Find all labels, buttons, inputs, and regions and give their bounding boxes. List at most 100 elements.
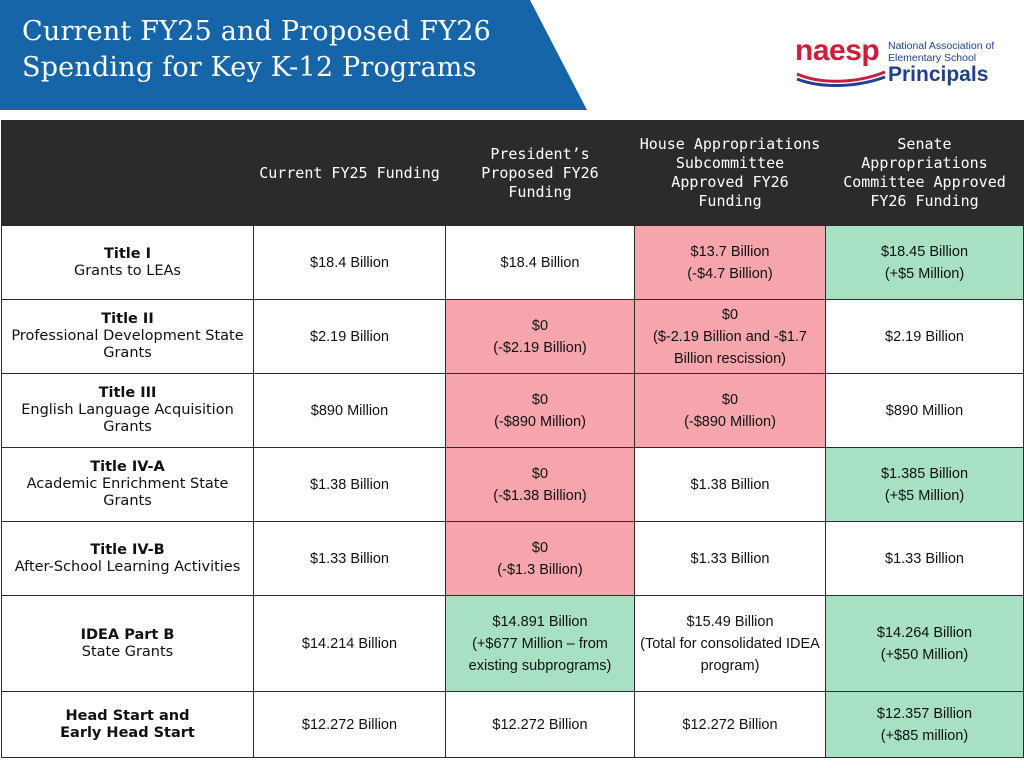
senate-cell: $18.45 Billion (+$5 Million) <box>825 225 1024 300</box>
program-subtitle: Early Head Start <box>60 724 195 741</box>
logo-org-line-2: Elementary School <box>888 52 977 64</box>
table-header-row: Current FY25 Funding President’s Propose… <box>1 120 1024 226</box>
program-cell: Title IV-B After-School Learning Activit… <box>1 521 254 596</box>
president-value: $14.891 Billion <box>492 613 588 630</box>
house-change: (-$4.7 Billion) <box>687 265 773 282</box>
fy25-value: $890 Million <box>310 402 389 419</box>
house-cell: $0 (-$890 Million) <box>634 373 826 448</box>
senate-cell: $2.19 Billion <box>825 299 1024 374</box>
president-value: $0 <box>531 317 549 334</box>
logo-org-line-1: National Association of <box>888 40 995 52</box>
president-change: (-$890 Million) <box>494 413 586 430</box>
house-value: $12.272 Billion <box>682 716 778 733</box>
program-cell: Title I Grants to LEAs <box>1 225 254 300</box>
president-value: $0 <box>531 539 549 556</box>
fy25-value: $1.33 Billion <box>310 550 389 567</box>
program-subtitle: Professional Development State Grants <box>11 328 244 361</box>
funding-table: Current FY25 Funding President’s Propose… <box>1 120 1024 758</box>
fy25-value: $1.38 Billion <box>310 476 389 493</box>
house-cell: $0 ($-2.19 Billion and -$1.7 Billion res… <box>634 299 826 374</box>
president-change: (-$1.3 Billion) <box>497 561 583 578</box>
program-name: Title II <box>101 311 154 327</box>
table-row: Title IV-A Academic Enrichment State Gra… <box>1 447 1024 522</box>
senate-value: $1.385 Billion <box>880 465 969 482</box>
senate-value: $890 Million <box>885 402 964 419</box>
fy25-cell: $14.214 Billion <box>253 595 446 692</box>
senate-value: $14.264 Billion <box>876 624 973 641</box>
senate-cell: $14.264 Billion (+$50 Million) <box>825 595 1024 692</box>
senate-cell: $1.33 Billion <box>825 521 1024 596</box>
program-cell: Head Start and Early Head Start <box>1 691 254 758</box>
house-change: ($-2.19 Billion and -$1.7 Billion rescis… <box>653 328 807 367</box>
page-title: Current FY25 and Proposed FY26 Spending … <box>22 14 562 86</box>
house-change: (Total for consolidated IDEA program) <box>640 635 820 674</box>
president-change: (-$1.38 Billion) <box>493 487 587 504</box>
president-cell: $0 (-$1.38 Billion) <box>445 447 635 522</box>
president-value: $0 <box>531 465 549 482</box>
president-cell: $0 (-$2.19 Billion) <box>445 299 635 374</box>
header-program <box>1 120 254 226</box>
house-cell: $1.38 Billion <box>634 447 826 522</box>
president-cell: $18.4 Billion <box>445 225 635 300</box>
header-house: House Appropriations Subcommittee Approv… <box>634 120 826 226</box>
title-line-1: Current FY25 and Proposed FY26 <box>22 16 491 47</box>
senate-cell: $890 Million <box>825 373 1024 448</box>
fy25-value: $2.19 Billion <box>310 328 389 345</box>
house-value: $15.49 Billion <box>686 613 774 630</box>
house-value: $0 <box>721 306 739 323</box>
fy25-cell: $890 Million <box>253 373 446 448</box>
program-name: Title IV-B <box>90 541 165 558</box>
program-subtitle: Grants to LEAs <box>73 262 181 279</box>
table-row: Title III English Language Acquisition G… <box>1 373 1024 448</box>
fy25-value: $14.214 Billion <box>301 635 398 652</box>
header-fy25: Current FY25 Funding <box>253 120 446 226</box>
header-senate: Senate Appropriations Committee Approved… <box>825 120 1024 226</box>
senate-change: (+$50 Million) <box>880 646 969 663</box>
president-cell: $0 (-$1.3 Billion) <box>445 521 635 596</box>
fy25-cell: $2.19 Billion <box>253 299 446 374</box>
house-cell: $15.49 Billion (Total for consolidated I… <box>634 595 826 692</box>
house-value: $1.38 Billion <box>690 476 770 493</box>
fy25-value: $18.4 Billion <box>310 254 389 271</box>
logo-swoosh-icon <box>796 70 886 87</box>
program-subtitle: English Language Acquisition Grants <box>21 402 234 435</box>
fy25-cell: $12.272 Billion <box>253 691 446 758</box>
house-cell: $13.7 Billion (-$4.7 Billion) <box>634 225 826 300</box>
program-name: Title IV-A <box>90 459 165 475</box>
table-row: IDEA Part B State Grants $14.214 Billion… <box>1 595 1024 692</box>
table-row: Title I Grants to LEAs $18.4 Billion $18… <box>1 225 1024 300</box>
house-cell: $1.33 Billion <box>634 521 826 596</box>
president-change: (-$2.19 Billion) <box>493 339 587 356</box>
senate-value: $18.45 Billion <box>880 243 969 260</box>
senate-value: $2.19 Billion <box>885 328 964 345</box>
program-subtitle: Academic Enrichment State Grants <box>26 476 229 509</box>
house-value: $13.7 Billion <box>690 243 770 260</box>
president-cell: $12.272 Billion <box>445 691 635 758</box>
senate-change: (+$5 Million) <box>884 487 965 504</box>
program-cell: Title III English Language Acquisition G… <box>1 373 254 448</box>
president-change: (+$677 Million – from existing subprogra… <box>468 635 612 674</box>
logo-org-line-3: Principals <box>888 63 989 86</box>
senate-value: $1.33 Billion <box>885 550 964 567</box>
logo-wordmark: naesp <box>795 34 880 67</box>
fy25-cell: $18.4 Billion <box>253 225 446 300</box>
president-value: $12.272 Billion <box>492 716 588 733</box>
program-name: Title I <box>103 245 152 262</box>
senate-cell: $1.385 Billion (+$5 Million) <box>825 447 1024 522</box>
program-subtitle: State Grants <box>81 643 174 660</box>
header-president: President’s Proposed FY26 Funding <box>445 120 635 226</box>
title-banner: Current FY25 and Proposed FY26 Spending … <box>0 0 587 110</box>
program-cell: Title IV-A Academic Enrichment State Gra… <box>1 447 254 522</box>
president-cell: $14.891 Billion (+$677 Million – from ex… <box>445 595 635 692</box>
fy25-cell: $1.38 Billion <box>253 447 446 522</box>
program-cell: Title II Professional Development State … <box>1 299 254 374</box>
house-change: (-$890 Million) <box>684 413 776 430</box>
program-subtitle: After-School Learning Activities <box>14 558 241 575</box>
naesp-logo: naesp National Association of Elementary… <box>795 34 995 90</box>
president-value: $18.4 Billion <box>500 254 580 271</box>
house-value: $1.33 Billion <box>690 550 770 567</box>
program-name: Head Start and <box>65 707 190 724</box>
table-row: Title II Professional Development State … <box>1 299 1024 374</box>
house-cell: $12.272 Billion <box>634 691 826 758</box>
table-row: Head Start and Early Head Start $12.272 … <box>1 691 1024 758</box>
